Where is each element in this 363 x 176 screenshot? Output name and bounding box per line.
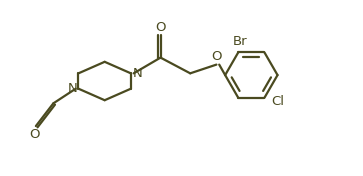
Text: N: N [67,82,77,95]
Text: Br: Br [233,35,247,48]
Text: Cl: Cl [271,95,284,108]
Text: O: O [211,50,222,63]
Text: N: N [132,67,142,80]
Text: O: O [155,21,166,34]
Text: O: O [29,128,39,141]
